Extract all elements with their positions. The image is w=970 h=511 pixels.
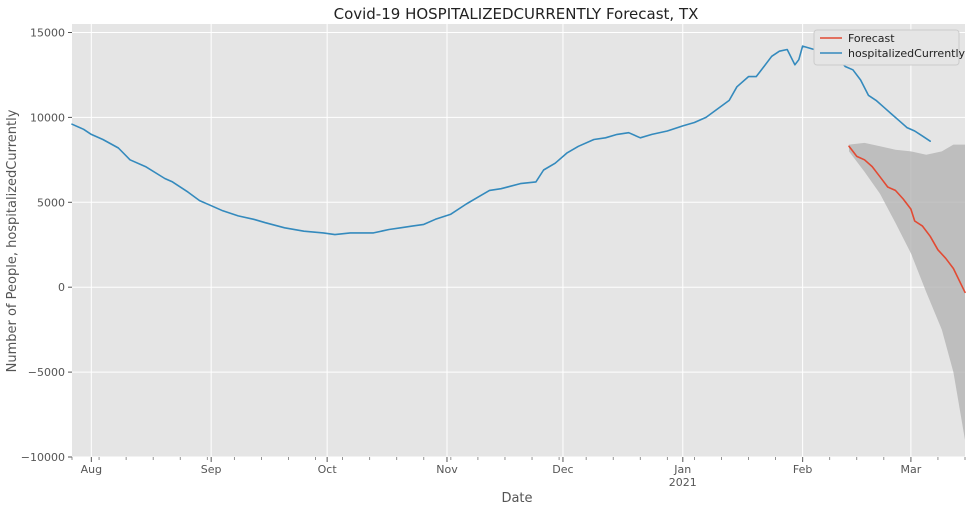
x-tick-label: Mar xyxy=(900,463,921,476)
x-axis-title: Date xyxy=(501,491,532,506)
series-line-forecast xyxy=(848,145,966,294)
x-tick-label: Nov xyxy=(436,463,458,476)
legend-box xyxy=(813,29,960,66)
x-tick-label: Dec xyxy=(552,463,573,476)
y-axis-title: Number of People, hospitalizedCurrently xyxy=(5,109,20,372)
x-tick-label: Oct xyxy=(318,463,338,476)
x-tick-sublabel: 2021 xyxy=(669,476,697,489)
confidence-band-area xyxy=(849,142,965,440)
x-tick-label: Aug xyxy=(81,463,102,476)
x-tick-label: Jan xyxy=(673,463,691,476)
y-tick-label: 15000 xyxy=(30,26,65,39)
y-tick-label: 0 xyxy=(58,281,65,294)
y-tick-label: 5000 xyxy=(37,196,65,209)
y-tick-labels: −10000 −5000 0 5000 10000 15000 xyxy=(21,26,72,464)
y-tick-label: −10000 xyxy=(21,451,65,464)
chart-title: Covid-19 HOSPITALIZEDCURRENTLY Forecast,… xyxy=(334,5,699,23)
legend: Forecast hospitalizedCurrently xyxy=(813,29,966,66)
y-tick-label: 10000 xyxy=(30,111,65,124)
x-tick-label: Sep xyxy=(201,463,222,476)
plot-area xyxy=(72,24,965,457)
confidence-band xyxy=(849,142,965,440)
x-tick-label: Feb xyxy=(793,463,812,476)
x-minor-ticks xyxy=(71,457,966,460)
y-tick-label: −5000 xyxy=(28,366,65,379)
legend-label-hospitalized: hospitalizedCurrently xyxy=(848,47,966,60)
legend-label-forecast: Forecast xyxy=(848,32,895,45)
